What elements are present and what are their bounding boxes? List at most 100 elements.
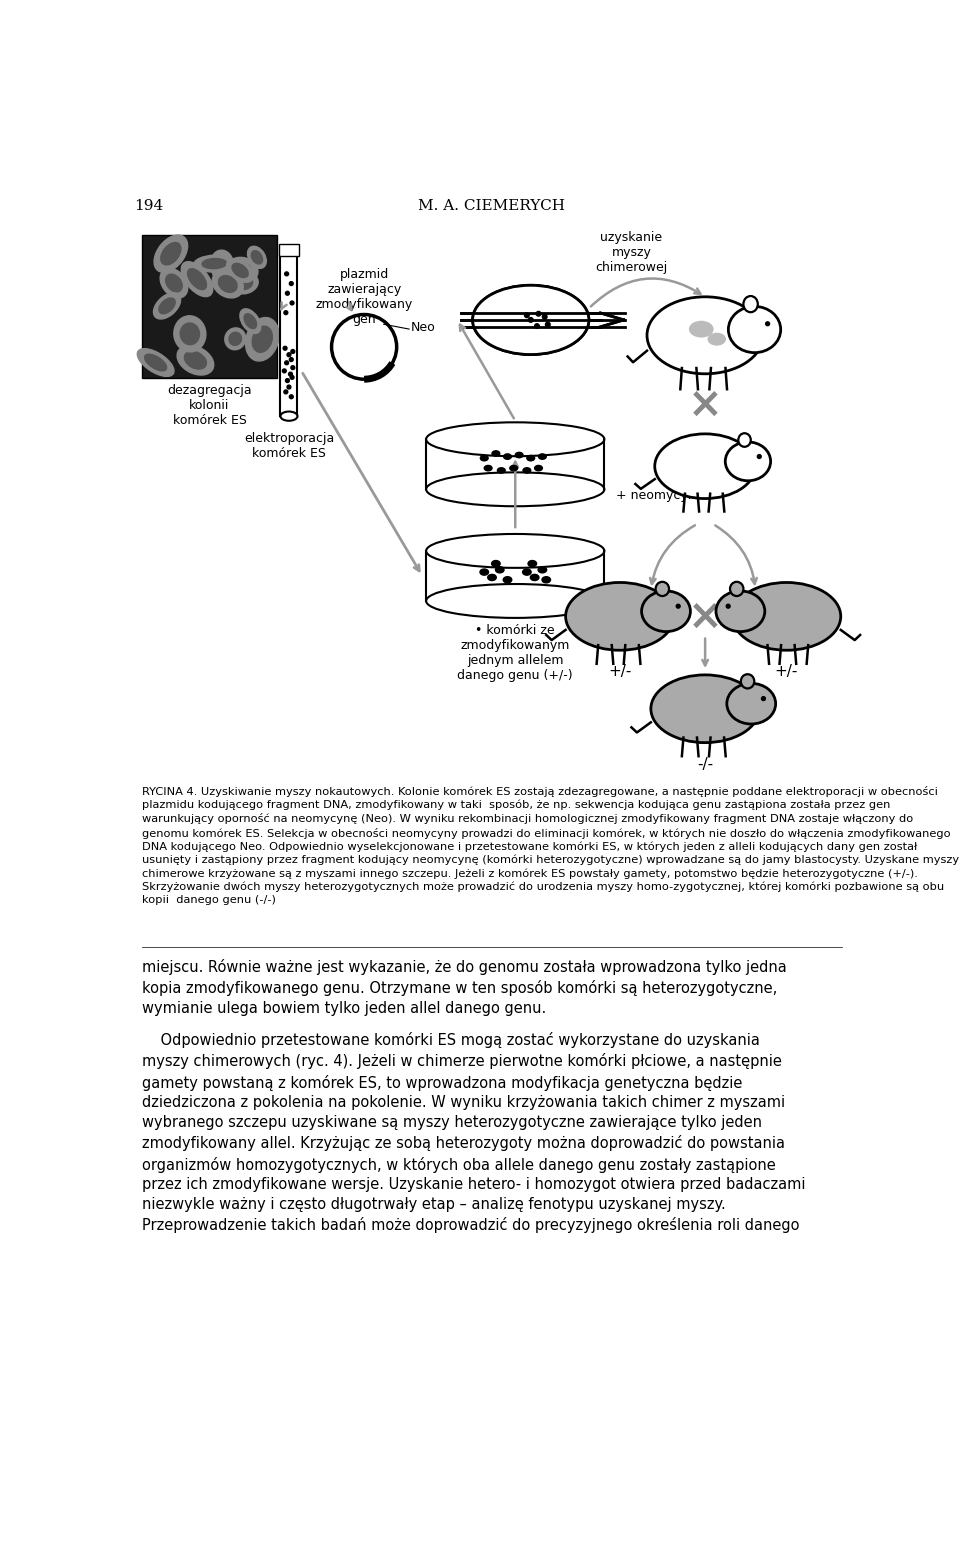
Circle shape bbox=[289, 395, 293, 398]
Text: • komórki ze
zmodyfikowanym
jednym allelem
danego genu (+/-): • komórki ze zmodyfikowanym jednym allel… bbox=[457, 623, 573, 682]
Ellipse shape bbox=[492, 560, 500, 566]
Text: Odpowiednio przetestowane komórki ES mogą zostać wykorzystane do uzyskania
myszy: Odpowiednio przetestowane komórki ES mog… bbox=[142, 1032, 805, 1233]
Ellipse shape bbox=[252, 326, 273, 352]
Ellipse shape bbox=[240, 309, 261, 333]
Ellipse shape bbox=[229, 332, 242, 346]
Ellipse shape bbox=[716, 591, 765, 631]
Ellipse shape bbox=[480, 569, 489, 576]
Circle shape bbox=[284, 390, 288, 393]
Circle shape bbox=[761, 697, 765, 701]
Circle shape bbox=[285, 292, 289, 295]
Text: dezagregacja
kolonii
komórek ES: dezagregacja kolonii komórek ES bbox=[167, 384, 252, 427]
Circle shape bbox=[282, 369, 286, 373]
Ellipse shape bbox=[231, 262, 252, 279]
Ellipse shape bbox=[641, 591, 690, 631]
Ellipse shape bbox=[732, 582, 841, 650]
Ellipse shape bbox=[474, 287, 588, 353]
Ellipse shape bbox=[180, 322, 200, 344]
Circle shape bbox=[285, 378, 289, 383]
Circle shape bbox=[289, 282, 293, 285]
Text: ×: × bbox=[687, 596, 723, 637]
Ellipse shape bbox=[727, 684, 776, 724]
Ellipse shape bbox=[219, 276, 237, 292]
Text: uzyskanie
myszy
chimerowej: uzyskanie myszy chimerowej bbox=[595, 231, 667, 275]
Ellipse shape bbox=[492, 451, 500, 457]
Circle shape bbox=[535, 324, 540, 329]
Circle shape bbox=[542, 315, 547, 319]
Ellipse shape bbox=[656, 582, 669, 596]
Ellipse shape bbox=[530, 574, 539, 580]
Ellipse shape bbox=[187, 268, 206, 290]
Bar bbox=[278, 244, 299, 256]
Ellipse shape bbox=[651, 674, 759, 742]
Ellipse shape bbox=[194, 255, 235, 272]
Ellipse shape bbox=[738, 434, 751, 447]
Ellipse shape bbox=[539, 454, 546, 460]
Ellipse shape bbox=[252, 250, 262, 264]
Ellipse shape bbox=[211, 250, 233, 276]
Ellipse shape bbox=[145, 355, 167, 370]
Ellipse shape bbox=[225, 329, 246, 350]
Circle shape bbox=[676, 605, 680, 608]
Circle shape bbox=[291, 350, 295, 353]
Ellipse shape bbox=[281, 341, 297, 347]
Ellipse shape bbox=[741, 674, 755, 688]
Ellipse shape bbox=[212, 270, 243, 298]
Ellipse shape bbox=[527, 455, 535, 461]
Ellipse shape bbox=[227, 259, 253, 282]
Ellipse shape bbox=[232, 264, 249, 278]
Ellipse shape bbox=[488, 574, 496, 580]
Text: +/-: +/- bbox=[609, 663, 632, 679]
Ellipse shape bbox=[504, 454, 512, 460]
Text: M. A. CIEMERYCH: M. A. CIEMERYCH bbox=[419, 199, 565, 213]
Circle shape bbox=[291, 366, 295, 370]
Ellipse shape bbox=[166, 275, 182, 292]
Ellipse shape bbox=[535, 466, 542, 471]
Ellipse shape bbox=[177, 346, 214, 375]
Ellipse shape bbox=[202, 259, 227, 268]
Ellipse shape bbox=[236, 276, 252, 290]
Ellipse shape bbox=[542, 577, 550, 583]
Circle shape bbox=[757, 455, 761, 458]
Ellipse shape bbox=[503, 577, 512, 583]
Bar bbox=[281, 344, 297, 400]
Ellipse shape bbox=[708, 333, 725, 346]
Text: -/-: -/- bbox=[697, 756, 713, 772]
Circle shape bbox=[287, 353, 291, 356]
Circle shape bbox=[284, 310, 288, 315]
Bar bbox=[142, 235, 277, 378]
Circle shape bbox=[285, 272, 289, 276]
Text: ×: × bbox=[687, 384, 723, 426]
Ellipse shape bbox=[159, 298, 175, 313]
Ellipse shape bbox=[215, 256, 228, 272]
Ellipse shape bbox=[565, 582, 674, 650]
Ellipse shape bbox=[226, 258, 258, 284]
Ellipse shape bbox=[230, 273, 258, 293]
Ellipse shape bbox=[655, 434, 756, 498]
Ellipse shape bbox=[528, 560, 537, 566]
Ellipse shape bbox=[174, 316, 205, 352]
Ellipse shape bbox=[497, 468, 505, 474]
Circle shape bbox=[524, 313, 529, 318]
Circle shape bbox=[537, 312, 540, 316]
Ellipse shape bbox=[244, 313, 256, 329]
Ellipse shape bbox=[160, 268, 188, 298]
Ellipse shape bbox=[516, 452, 523, 458]
Ellipse shape bbox=[280, 412, 298, 421]
Ellipse shape bbox=[495, 566, 504, 572]
Ellipse shape bbox=[246, 318, 279, 361]
Circle shape bbox=[287, 386, 291, 389]
Text: RYCINA 4. Uzyskiwanie myszy nokautowych. Kolonie komórek ES zostają zdezagregowa: RYCINA 4. Uzyskiwanie myszy nokautowych.… bbox=[142, 785, 959, 906]
Circle shape bbox=[528, 318, 533, 322]
Circle shape bbox=[285, 361, 289, 364]
Ellipse shape bbox=[215, 258, 228, 276]
Circle shape bbox=[727, 605, 731, 608]
Circle shape bbox=[283, 346, 287, 350]
Ellipse shape bbox=[647, 296, 763, 373]
Circle shape bbox=[290, 301, 294, 306]
Ellipse shape bbox=[426, 423, 605, 457]
Ellipse shape bbox=[426, 472, 605, 506]
Ellipse shape bbox=[729, 307, 780, 353]
Text: elektroporacja
komórek ES: elektroporacja komórek ES bbox=[244, 432, 334, 460]
Ellipse shape bbox=[539, 566, 546, 572]
